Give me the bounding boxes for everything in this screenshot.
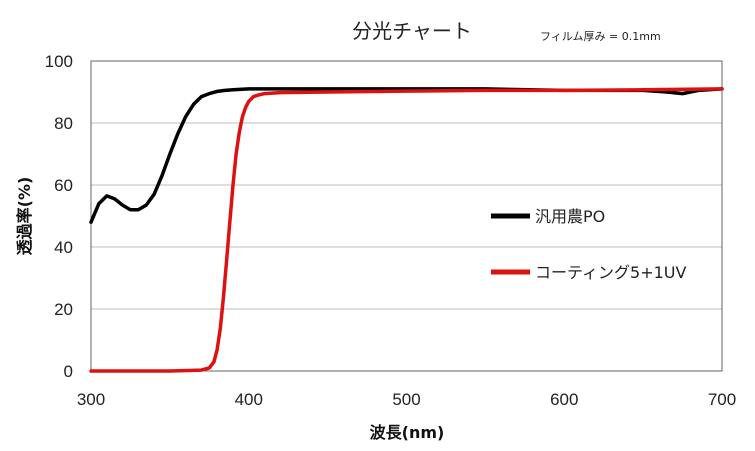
x-tick-label: 300 bbox=[77, 390, 105, 409]
series-line-2 bbox=[89, 87, 724, 373]
x-axis-label: 波長(nm) bbox=[370, 423, 445, 442]
y-axis-ticks: 0 20 40 60 80 100 bbox=[45, 52, 73, 381]
series-lines bbox=[89, 87, 724, 373]
x-axis-ticks: 300 400 500 600 700 bbox=[77, 390, 736, 409]
y-tick-label: 40 bbox=[54, 238, 73, 257]
film-thickness-note: フィルム厚み = 0.1mm bbox=[540, 30, 661, 43]
y-tick-label: 100 bbox=[45, 52, 73, 71]
x-tick-label: 500 bbox=[392, 390, 420, 409]
plot-area-border bbox=[90, 60, 723, 372]
y-axis-label: 透過率(%) bbox=[15, 177, 34, 256]
x-tick-label: 700 bbox=[708, 390, 736, 409]
grid-lines bbox=[91, 122, 722, 310]
legend: 汎用農PO コーティング5+1UV bbox=[491, 207, 687, 282]
y-tick-label: 80 bbox=[54, 114, 73, 133]
chart-title: 分光チャート bbox=[352, 19, 472, 43]
y-tick-label: 20 bbox=[54, 300, 73, 319]
legend-label-series-1: 汎用農PO bbox=[535, 207, 605, 226]
series-line-1 bbox=[89, 87, 724, 224]
y-tick-label: 0 bbox=[64, 362, 73, 381]
x-tick-label: 400 bbox=[235, 390, 263, 409]
x-tick-label: 600 bbox=[550, 390, 578, 409]
y-tick-label: 60 bbox=[54, 176, 73, 195]
legend-label-series-2: コーティング5+1UV bbox=[535, 263, 687, 282]
